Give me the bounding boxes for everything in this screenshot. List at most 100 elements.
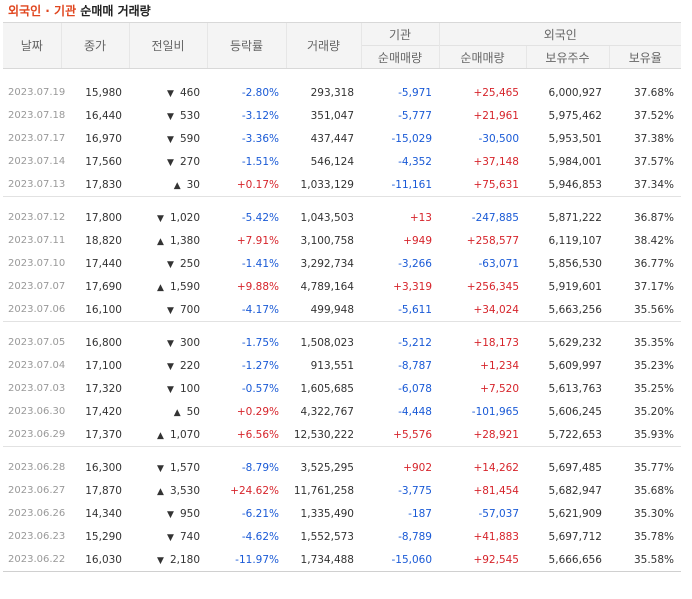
foreign-net-cell: +14,262 (473, 461, 519, 474)
change-value: 1,590 (169, 280, 200, 293)
date-cell: 2023.06.23 (8, 531, 66, 542)
rate-cell: -1.41% (241, 257, 279, 270)
inst-net-cell: -4,352 (398, 155, 432, 168)
inst-net-cell: +902 (403, 461, 432, 474)
change-cell: ▼ 100 (129, 377, 207, 400)
ratio-cell: 35.78% (633, 530, 675, 543)
holdings-cell: 5,697,485 (548, 461, 602, 474)
close-cell: 16,440 (85, 109, 122, 122)
date-cell: 2023.07.14 (8, 156, 66, 167)
group-separator (3, 69, 681, 82)
close-cell: 16,030 (85, 553, 122, 566)
triangle-down-icon: ▼ (167, 532, 174, 543)
table-row: 2023.07.05 16,800 ▼ 300 -1.75% 1,508,023 -5,21… (3, 331, 681, 354)
table-row: 2023.06.27 17,870 ▲ 3,530 +24.62% 11,761,258 -… (3, 479, 681, 502)
triangle-up-icon: ▲ (157, 430, 164, 441)
table-row: 2023.07.19 15,980 ▼ 460 -2.80% 293,318 -5,971 +… (3, 81, 681, 104)
triangle-up-icon: ▲ (157, 236, 164, 247)
triangle-up-icon: ▲ (173, 180, 181, 191)
triangle-down-icon: ▼ (167, 134, 174, 145)
header-rate: 등락률 (206, 22, 286, 69)
table-row: 2023.06.22 16,030 ▼ 2,180 -11.97% 1,734,488 -1… (3, 548, 681, 572)
holdings-cell: 5,613,763 (548, 382, 602, 395)
date-cell: 2023.07.19 (8, 87, 66, 98)
date-cell: 2023.06.28 (8, 462, 66, 473)
close-cell: 17,690 (85, 280, 122, 293)
inst-net-cell: +949 (403, 234, 432, 247)
rate-cell: +24.62% (230, 484, 279, 497)
date-cell: 2023.07.06 (8, 304, 66, 315)
foreign-net-cell: +256,345 (466, 280, 519, 293)
triangle-up-icon: ▲ (173, 407, 181, 418)
volume-cell: 1,335,490 (300, 507, 354, 520)
table-row: 2023.07.11 18,820 ▲ 1,380 +7.91% 3,100,758 +94… (3, 229, 681, 252)
ratio-cell: 35.20% (633, 405, 675, 418)
ratio-cell: 37.68% (633, 86, 675, 99)
volume-cell: 1,508,023 (300, 336, 354, 349)
change-value: 3,530 (169, 484, 200, 497)
table-row: 2023.07.12 17,800 ▼ 1,020 -5.42% 1,043,503 +13… (3, 206, 681, 229)
close-cell: 16,800 (85, 336, 122, 349)
inst-net-cell: +5,576 (393, 428, 432, 441)
header-inst-net: 순매매량 (360, 45, 439, 69)
rate-cell: -1.27% (241, 359, 279, 372)
inst-net-cell: +3,319 (393, 280, 432, 293)
header-foreign: 외국인 (438, 22, 682, 46)
triangle-down-icon: ▼ (167, 157, 174, 168)
title-rest: 순매매 거래량 (76, 4, 151, 18)
rate-cell: -1.51% (241, 155, 279, 168)
inst-net-cell: -3,266 (398, 257, 432, 270)
volume-cell: 293,318 (310, 86, 354, 99)
ratio-cell: 35.30% (633, 507, 675, 520)
holdings-cell: 5,606,245 (548, 405, 602, 418)
holdings-cell: 5,666,656 (548, 553, 602, 566)
change-value: 530 (179, 109, 200, 122)
inst-net-cell: -4,448 (398, 405, 432, 418)
table-row: 2023.06.28 16,300 ▼ 1,570 -8.79% 3,525,295 +90… (3, 456, 681, 479)
date-cell: 2023.07.10 (8, 258, 66, 269)
rate-cell: +7.91% (236, 234, 279, 247)
header-volume: 거래량 (285, 22, 361, 69)
change-cell: ▼ 530 (129, 104, 207, 127)
triangle-down-icon: ▼ (167, 88, 174, 99)
ratio-cell: 35.35% (633, 336, 675, 349)
triangle-down-icon: ▼ (167, 259, 174, 270)
ratio-cell: 37.38% (633, 132, 675, 145)
inst-net-cell: -8,789 (398, 530, 432, 543)
ratio-cell: 38.42% (633, 234, 675, 247)
triangle-down-icon: ▼ (157, 555, 164, 566)
change-cell: ▼ 950 (129, 502, 207, 525)
change-cell: ▼ 270 (129, 150, 207, 173)
group-separator (3, 196, 682, 206)
holdings-cell: 5,609,997 (548, 359, 602, 372)
foreign-net-cell: +81,454 (473, 484, 519, 497)
ratio-cell: 37.17% (633, 280, 675, 293)
holdings-cell: 5,722,653 (548, 428, 602, 441)
ratio-cell: 36.87% (633, 211, 675, 224)
triangle-down-icon: ▼ (167, 305, 174, 316)
volume-cell: 12,530,222 (293, 428, 354, 441)
table-row: 2023.07.04 17,100 ▼ 220 -1.27% 913,551 -8,787 +… (3, 354, 681, 377)
date-cell: 2023.07.11 (8, 235, 66, 246)
rate-cell: -3.12% (241, 109, 279, 122)
rate-cell: +0.29% (236, 405, 279, 418)
triangle-down-icon: ▼ (167, 384, 174, 395)
holdings-cell: 6,000,927 (548, 86, 602, 99)
rate-cell: -3.36% (241, 132, 279, 145)
header-row-bottom: 순매매량 순매매량 보유주수 보유율 (3, 45, 682, 69)
volume-cell: 1,734,488 (300, 553, 354, 566)
close-cell: 16,970 (85, 132, 122, 145)
rate-cell: -1.75% (241, 336, 279, 349)
change-cell: ▼ 220 (129, 354, 207, 377)
triangle-down-icon: ▼ (167, 338, 174, 349)
rate-cell: -11.97% (235, 553, 279, 566)
inst-net-cell: -15,029 (391, 132, 432, 145)
holdings-cell: 5,946,853 (548, 178, 602, 191)
volume-cell: 4,789,164 (300, 280, 354, 293)
ratio-cell: 35.93% (633, 428, 675, 441)
rate-cell: -5.42% (241, 211, 279, 224)
change-cell: ▼ 460 (129, 81, 207, 104)
date-cell: 2023.06.27 (8, 485, 66, 496)
holdings-cell: 5,919,601 (548, 280, 602, 293)
change-value: 1,070 (169, 428, 200, 441)
